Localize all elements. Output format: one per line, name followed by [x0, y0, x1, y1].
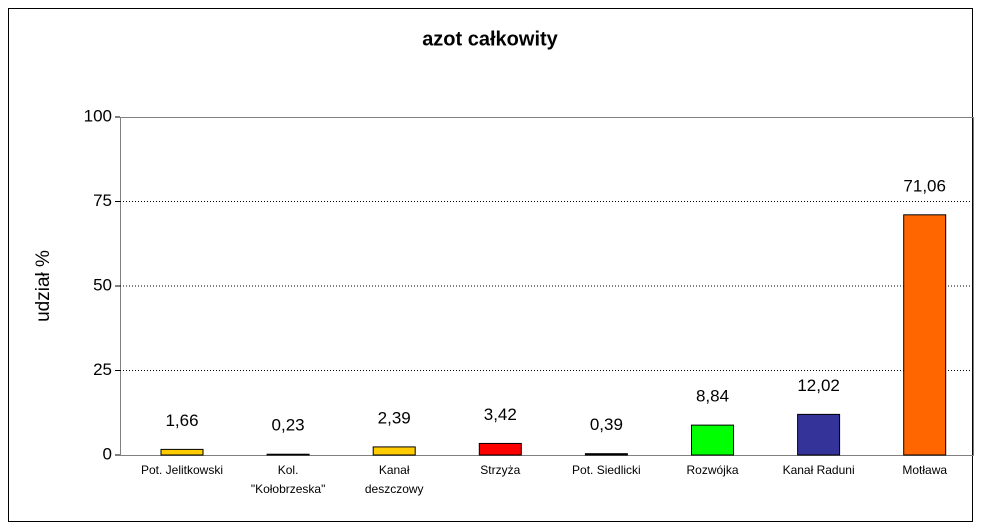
x-tick-label: Pot. Siedlicki [572, 463, 641, 477]
value-label: 8,84 [696, 387, 729, 406]
value-label: 12,02 [797, 376, 840, 395]
bar [160, 448, 204, 456]
x-tick-label: Motława [902, 463, 948, 477]
bar [903, 214, 947, 456]
frame [8, 8, 973, 522]
value-label: 71,06 [903, 176, 946, 195]
value-label: 0,39 [590, 415, 623, 434]
y-axis-label: udział % [33, 250, 54, 322]
value-label: 3,42 [484, 405, 517, 424]
x-tick-label: Kanał Raduni [782, 463, 855, 477]
value-label: 2,39 [378, 408, 411, 427]
value-label: 0,23 [272, 416, 305, 435]
x-tick-label: Kanał deszczowy [364, 463, 424, 496]
y-tick-label: 100 [84, 106, 112, 125]
bar [584, 453, 628, 456]
bar [266, 453, 310, 456]
y-tick-label: 25 [93, 360, 112, 379]
x-tick-label: Pot. Jelitkowski [140, 463, 224, 477]
chart-title: azot całkowity [422, 28, 558, 50]
bar [372, 446, 416, 456]
bar [478, 442, 522, 456]
x-tick-label: Kol. "Kołobrzeska" [250, 463, 326, 496]
x-tick-label: Rozwójka [686, 463, 739, 477]
x-tick-label: Strzyża [480, 463, 521, 477]
y-tick-label: 50 [93, 275, 112, 294]
bar [691, 424, 734, 456]
value-label: 1,66 [165, 411, 198, 430]
y-tick-label: 0 [103, 444, 112, 463]
bar [797, 413, 841, 456]
y-tick-label: 75 [93, 191, 112, 210]
